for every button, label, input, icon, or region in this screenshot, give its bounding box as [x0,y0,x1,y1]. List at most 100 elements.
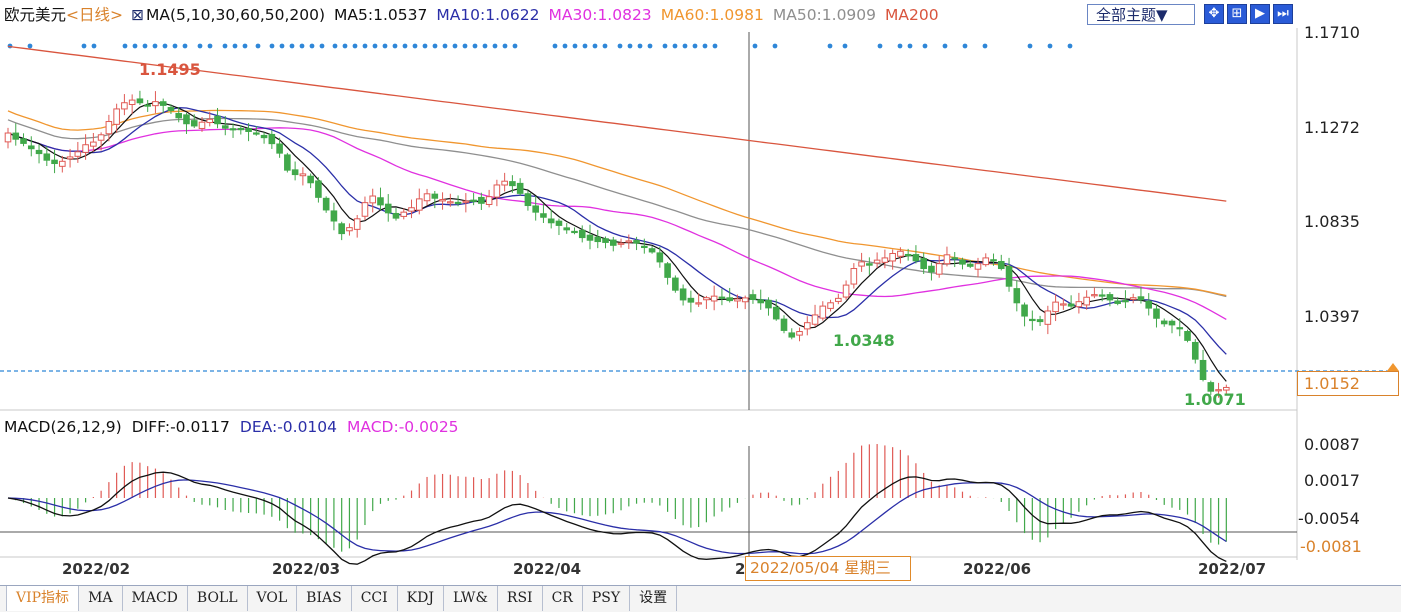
signal-dot [682,43,688,49]
signal-dot [309,43,315,49]
candle-down [12,132,20,140]
signal-dot [617,43,623,49]
macd-header: MACD(26,12,9) DIFF:-0.0117 DEA:-0.0104 MACD… [4,416,469,438]
theme-dropdown-button[interactable]: 全部主题▼ [1087,4,1195,25]
candle-down [454,201,462,205]
mid-low-annotation: 1.0348 [833,331,895,350]
tab-macd[interactable]: MACD [123,586,188,611]
tab-ma[interactable]: MA [79,586,123,611]
signal-dot [1067,43,1073,49]
tab-settings[interactable]: 设置 [630,586,678,611]
signal-dot [279,43,285,49]
tab-lw[interactable]: LW& [444,586,498,611]
tab-cr[interactable]: CR [543,586,583,611]
signal-dot [637,43,643,49]
candle-up [710,295,718,302]
ma-config-icon[interactable]: ⊠ [131,6,144,24]
fast-forward-icon[interactable]: ⏭ [1273,4,1293,24]
crosshair-tool-icon[interactable]: ✥ [1204,4,1224,24]
signal-dot [492,43,498,49]
candle-up [493,184,501,198]
tab-vol[interactable]: VOL [248,586,298,611]
candle-up [889,252,896,262]
signal-dot [752,43,758,49]
candle-down [221,125,229,129]
candle-up [485,196,493,205]
signal-dot [552,43,558,49]
candle-up [462,200,470,203]
candle-up [935,263,943,275]
play-icon[interactable]: ▶ [1250,4,1270,24]
candle-down [951,257,959,260]
tab-kdj[interactable]: KDJ [398,586,444,611]
candle-up [803,322,811,330]
candle-down [470,199,477,202]
signal-dot [289,43,295,49]
candle-down [1036,319,1044,323]
candle-up [361,202,369,217]
candle-down [586,234,594,241]
candle-down [330,210,338,222]
candle-up [353,218,361,230]
period-selector[interactable]: <日线> [66,6,123,24]
price-tick: 1.1710 [1304,23,1360,42]
candle-down [563,227,571,231]
candle-up [982,257,990,266]
tab-bias[interactable]: BIAS [297,586,352,611]
tab-psy[interactable]: PSY [583,586,631,611]
price-tick: 1.0835 [1304,212,1360,231]
candle-down [1029,318,1036,322]
candle-up [152,101,159,107]
candle-down [20,138,27,144]
date-label: 2022/02 [62,560,130,578]
candle-down [509,181,516,187]
tab-cci[interactable]: CCI [352,586,398,611]
tab-boll[interactable]: BOLL [188,586,248,611]
signal-dot [692,43,698,49]
candle-down [291,169,299,176]
signal-dot [422,43,428,49]
candle-down [904,253,912,257]
signal-dot [332,43,338,49]
candle-down [284,154,291,171]
candle-up [974,263,982,270]
tab-scroll-left[interactable] [0,586,7,611]
signal-dot [582,43,588,49]
signal-dot [982,43,988,49]
candle-down [866,263,873,266]
macd-title[interactable]: MACD(26,12,9) [4,418,122,436]
signal-dot [482,43,488,49]
indicator-tab-bar: VIP指标 MA MACD BOLL VOL BIAS CCI KDJ LW& … [0,585,1401,612]
candle-up [858,261,865,267]
signal-dot [172,43,178,49]
candle-up [873,259,881,264]
date-label: 2022/03 [272,560,340,578]
signal-dot [442,43,448,49]
zoom-in-icon[interactable]: ⊞ [1227,4,1247,24]
candle-up [819,305,827,319]
signal-dot [319,43,325,49]
candle-down [726,297,733,302]
signal-dot [1027,43,1033,49]
high-annotation: 1.1495 [139,60,201,79]
candle-up [423,193,431,202]
candle-up [113,108,120,125]
candle-down [679,288,687,301]
signal-dot [352,43,358,49]
signal-dot [197,43,203,49]
low-annotation: 1.0071 [1184,390,1246,409]
signal-dot [842,43,848,49]
price-chart[interactable]: 1.1710 1.1272 1.0835 1.0397 0.0087 0.001… [0,0,1401,586]
signal-dot [362,43,368,49]
candle-down [1153,308,1160,319]
signal-dot [1047,43,1053,49]
signal-dot [512,43,518,49]
candle-down [322,197,330,211]
signal-dot [462,43,468,49]
signal-dot [432,43,438,49]
signal-dot [392,43,398,49]
tab-vip-indicator[interactable]: VIP指标 [7,586,80,611]
candlesticks [4,90,1230,398]
candle-down [190,120,198,127]
tab-rsi[interactable]: RSI [498,586,543,611]
